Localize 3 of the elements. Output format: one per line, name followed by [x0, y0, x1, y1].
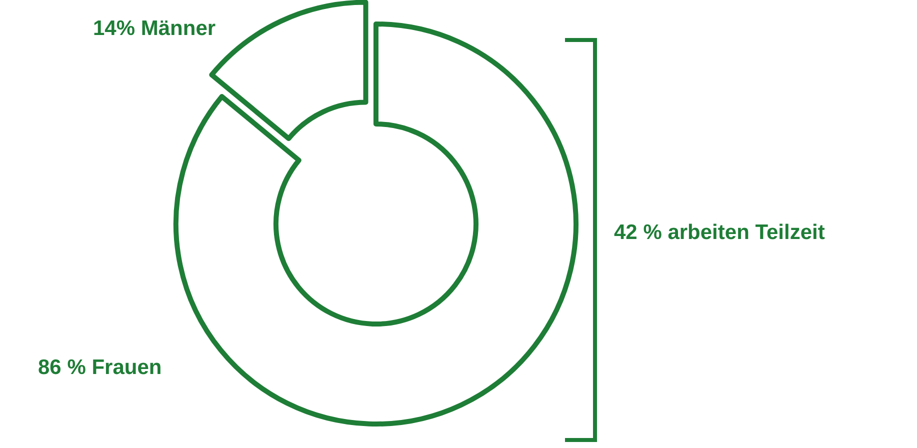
slice-label: 86 % Frauen — [38, 356, 162, 379]
text: 42 % arbeiten Teilzeit — [614, 221, 825, 244]
slice-label: 14% Männer — [93, 17, 216, 40]
